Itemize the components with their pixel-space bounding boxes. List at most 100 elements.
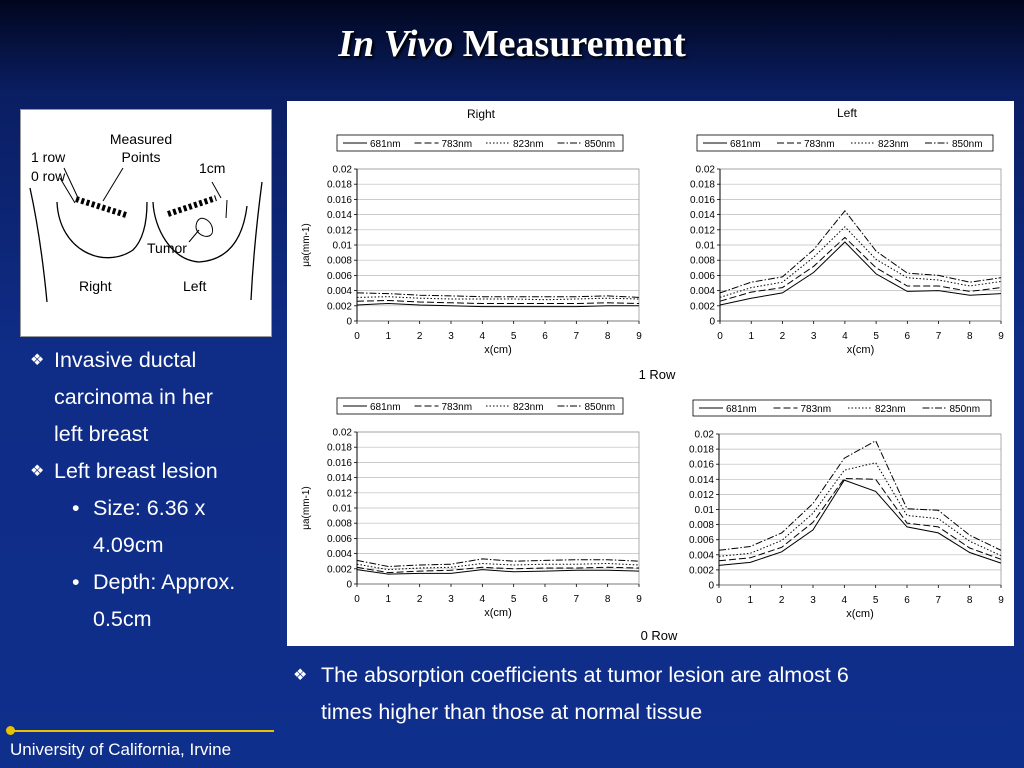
y-tick-label: 0.016 [689, 460, 714, 471]
legend-label: 783nm [804, 139, 835, 150]
x-tick-label: 7 [574, 331, 580, 342]
y-tick-label: 0.008 [689, 520, 714, 531]
legend-label: 681nm [370, 139, 401, 150]
x-tick-label: 5 [873, 595, 879, 606]
y-tick-label: 0.012 [689, 490, 714, 501]
tumor-label-arrow [188, 229, 200, 243]
y-tick-label: 0.02 [333, 165, 353, 176]
y-tick-label: 0 [346, 317, 352, 328]
x-tick-label: 5 [511, 331, 517, 342]
x-tick-label: 8 [967, 331, 973, 342]
chart-title: Right [467, 107, 496, 121]
y-tick-label: 0.002 [327, 564, 352, 575]
y-tick-label: 0.002 [327, 301, 352, 312]
x-tick-label: 6 [904, 595, 910, 606]
footer-divider [10, 730, 274, 732]
y-tick-label: 0.006 [690, 271, 715, 282]
y-tick-label: 0.014 [327, 210, 352, 221]
y-tick-label: 0.02 [695, 430, 715, 441]
series-line-850nm [356, 292, 640, 298]
x-tick-label: 3 [448, 331, 454, 342]
x-tick-label: 3 [810, 595, 816, 606]
sub-bullet-item: • Size: 6.36 x 4.09cm [30, 490, 280, 564]
x-tick-label: 4 [842, 331, 848, 342]
chart-1: Right 681nm 783nm 823nm 850nm 0 0.002 0.004 0.00… [301, 107, 642, 356]
row1-label: 1 row [31, 149, 66, 165]
note-line: times higher than those at normal tissue [321, 700, 703, 724]
series-line-783nm [356, 566, 640, 574]
x-tick-label: 2 [417, 331, 423, 342]
dot-bullet-icon: • [72, 570, 80, 594]
x-tick-label: 5 [511, 594, 517, 605]
series-line-850nm [356, 558, 640, 568]
y-tick-label: 0 [708, 581, 714, 592]
x-tick-label: 2 [417, 594, 423, 605]
y-tick-label: 0.018 [327, 180, 352, 191]
conclusion-note: ❖ The absorption coefficients at tumor l… [293, 657, 993, 731]
y-tick-label: 0.014 [327, 473, 352, 484]
title-italic: In Vivo [338, 23, 454, 65]
series-line-783nm [356, 299, 640, 304]
tumor-arrow-line [225, 199, 228, 219]
legend-label: 783nm [442, 139, 473, 150]
y-tick-label: 0.018 [689, 445, 714, 456]
legend-label: 681nm [370, 402, 401, 413]
y-tick-label: 0.01 [333, 504, 353, 515]
charts-svg: Right 681nm 783nm 823nm 850nm 0 0.002 0.004 0.00… [301, 106, 1004, 620]
chart-4: 681nm 783nm 823nm 850nm 0 0.002 0.004 0.006 0.00… [689, 399, 1004, 620]
x-tick-label: 9 [636, 331, 642, 342]
chart-2: Left 681nm 783nm 823nm 850nm 0 0.002 0.004 0.006… [690, 106, 1004, 356]
legend-label: 823nm [513, 402, 544, 413]
legend-label: 823nm [513, 139, 544, 150]
x-tick-label: 6 [905, 331, 911, 342]
x-tick-label: 4 [480, 331, 486, 342]
x-tick-label: 2 [780, 331, 786, 342]
y-tick-label: 0.004 [327, 549, 352, 560]
x-tick-label: 1 [748, 595, 754, 606]
y-tick-label: 0 [709, 317, 715, 328]
x-tick-label: 4 [480, 594, 486, 605]
y-tick-label: 0.02 [696, 165, 716, 176]
bullet-line: Invasive ductal [54, 348, 197, 372]
x-tick-label: 9 [998, 331, 1004, 342]
bullet-item: ❖ Invasive ductal carcinoma in her left … [30, 342, 280, 453]
x-tick-label: 4 [842, 595, 848, 606]
x-tick-label: 0 [354, 594, 360, 605]
slide-title: In Vivo Measurement [0, 22, 1024, 66]
y-tick-label: 0.02 [333, 428, 353, 439]
y-tick-label: 0.002 [689, 565, 714, 576]
x-axis-label: x(cm) [846, 608, 874, 620]
left-breast-outline [152, 201, 248, 263]
x-tick-label: 8 [967, 595, 973, 606]
y-tick-label: 0.004 [690, 286, 715, 297]
bullet-list: ❖ Invasive ductal carcinoma in her left … [30, 342, 280, 638]
chart-title: Left [837, 106, 858, 120]
y-tick-label: 0.006 [327, 271, 352, 282]
right-torso-outline [250, 181, 263, 301]
bullet-line: Left breast lesion [54, 459, 218, 483]
x-tick-label: 7 [574, 594, 580, 605]
y-axis-label: μa(mm-1) [301, 223, 312, 267]
series-line-783nm [719, 236, 1002, 302]
legend-label: 823nm [875, 404, 906, 415]
y-tick-label: 0.006 [327, 534, 352, 545]
bullet-item: ❖ Left breast lesion [30, 453, 280, 490]
bullet-line: Size: 6.36 x [93, 496, 206, 520]
measurement-diagram: Measured Points 1 row 0 row 1cm Tumor Ri… [21, 110, 271, 336]
legend-label: 783nm [801, 404, 832, 415]
y-tick-label: 0.008 [327, 519, 352, 530]
y-tick-label: 0.006 [689, 535, 714, 546]
x-tick-label: 6 [542, 331, 548, 342]
diamond-bullet-icon: ❖ [30, 463, 45, 480]
legend-label: 850nm [952, 139, 983, 150]
row1-arrow-line [63, 167, 80, 201]
y-tick-label: 0.018 [327, 443, 352, 454]
chart-panel: Right 681nm 783nm 823nm 850nm 0 0.002 0.004 0.00… [287, 101, 1014, 646]
note-line: The absorption coefficients at tumor les… [321, 663, 849, 687]
legend-box [336, 397, 624, 415]
legend-label: 823nm [878, 139, 909, 150]
row0-label: 0 row [31, 168, 66, 184]
series-line-681nm [356, 302, 639, 308]
tumor-label: Tumor [147, 240, 187, 256]
chart-legend: 681nm 783nm 823nm 850nm [336, 397, 624, 415]
